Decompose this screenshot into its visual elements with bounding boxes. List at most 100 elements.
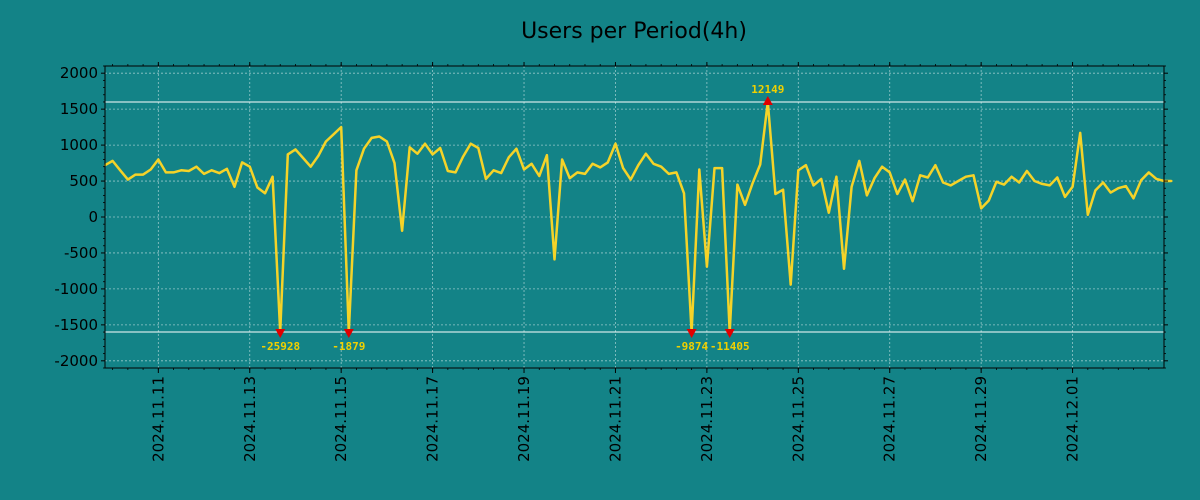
data-point: [591, 162, 594, 165]
data-point: [1063, 195, 1066, 198]
data-point: [583, 172, 586, 175]
data-point: [896, 192, 899, 195]
data-point: [454, 171, 457, 174]
data-point: [568, 177, 571, 180]
data-point: [995, 180, 998, 183]
y-tick-label: -1000: [54, 280, 98, 298]
data-point: [180, 169, 183, 172]
data-point: [1041, 182, 1044, 185]
data-point: [599, 166, 602, 169]
x-tick-label: 2024.11.13: [241, 376, 259, 462]
data-point: [164, 171, 167, 174]
data-point: [431, 153, 434, 156]
data-point: [462, 155, 465, 158]
data-point: [263, 192, 266, 195]
data-point: [210, 169, 213, 172]
data-point: [698, 168, 701, 171]
data-point: [545, 154, 548, 157]
grid-layer: [105, 66, 1164, 368]
data-point: [1140, 179, 1143, 182]
data-point: [439, 146, 442, 149]
data-point: [789, 283, 792, 286]
data-point: [1117, 187, 1120, 190]
x-tick-label: 2024.11.25: [789, 376, 807, 462]
data-point: [500, 172, 503, 175]
data-point: [827, 211, 830, 214]
data-point: [705, 265, 708, 268]
clip-annotation: -25928: [260, 340, 300, 353]
data-point: [629, 178, 632, 181]
data-point: [477, 146, 480, 149]
marker-layer: -25928 -1879 -9874 -11405 12149: [260, 83, 784, 353]
data-point: [393, 162, 396, 165]
clip-annotation: -9874: [675, 340, 708, 353]
data-point: [423, 142, 426, 145]
clip-marker: [724, 329, 735, 339]
data-point: [401, 229, 404, 232]
data-point: [309, 165, 312, 168]
data-point: [1033, 180, 1036, 183]
data-point: [256, 186, 259, 189]
data-point: [980, 207, 983, 210]
data-point: [606, 161, 609, 164]
x-tick-label: 2024.12.01: [1064, 376, 1082, 462]
data-point: [1010, 175, 1013, 178]
data-point: [378, 135, 381, 138]
data-point: [218, 172, 221, 175]
data-point: [324, 140, 327, 143]
data-point: [926, 176, 929, 179]
x-tick-label: 2024.11.11: [149, 376, 167, 462]
data-point: [142, 173, 145, 176]
data-point: [1079, 131, 1082, 134]
data-point: [248, 165, 251, 168]
data-point: [873, 177, 876, 180]
data-point: [675, 171, 678, 174]
x-tick-label: 2024.11.23: [698, 376, 716, 462]
data-point: [957, 180, 960, 183]
y-tick-label: -500: [64, 244, 98, 262]
data-point: [446, 169, 449, 172]
data-point: [1094, 189, 1097, 192]
data-point: [553, 258, 556, 261]
data-point: [1170, 180, 1173, 183]
x-tick-label: 2024.11.21: [606, 376, 624, 462]
data-point: [507, 156, 510, 159]
data-point: [1109, 191, 1112, 194]
clip-annotation: 12149: [751, 83, 784, 96]
data-point: [233, 185, 236, 188]
data-point: [332, 133, 335, 136]
data-point: [203, 172, 206, 175]
data-point: [225, 167, 228, 170]
clip-annotation: -1879: [332, 340, 365, 353]
data-point: [1018, 181, 1021, 184]
data-point: [195, 165, 198, 168]
x-tick-label: 2024.11.17: [424, 376, 442, 462]
data-point: [1025, 169, 1028, 172]
y-tick-label: 1500: [60, 100, 98, 118]
clip-annotation: -11405: [710, 340, 750, 353]
data-point: [317, 154, 320, 157]
y-tick-label: -2000: [54, 352, 98, 370]
data-point: [919, 174, 922, 177]
data-point: [713, 167, 716, 170]
data-point: [187, 169, 190, 172]
data-point: [782, 188, 785, 191]
y-tick-label: 2000: [60, 64, 98, 82]
data-point: [797, 169, 800, 172]
data-point: [942, 181, 945, 184]
clip-marker: [275, 329, 286, 339]
data-point: [340, 126, 343, 129]
data-point: [1124, 185, 1127, 188]
data-point: [241, 161, 244, 164]
data-point: [134, 173, 137, 176]
data-point: [964, 175, 967, 178]
clip-marker: [762, 95, 773, 105]
data-point: [721, 167, 724, 170]
data-point: [492, 169, 495, 172]
chart-title: Users per Period(4h): [521, 19, 747, 44]
data-point: [1056, 176, 1059, 179]
data-point: [812, 184, 815, 187]
data-point: [850, 185, 853, 188]
data-point: [622, 167, 625, 170]
